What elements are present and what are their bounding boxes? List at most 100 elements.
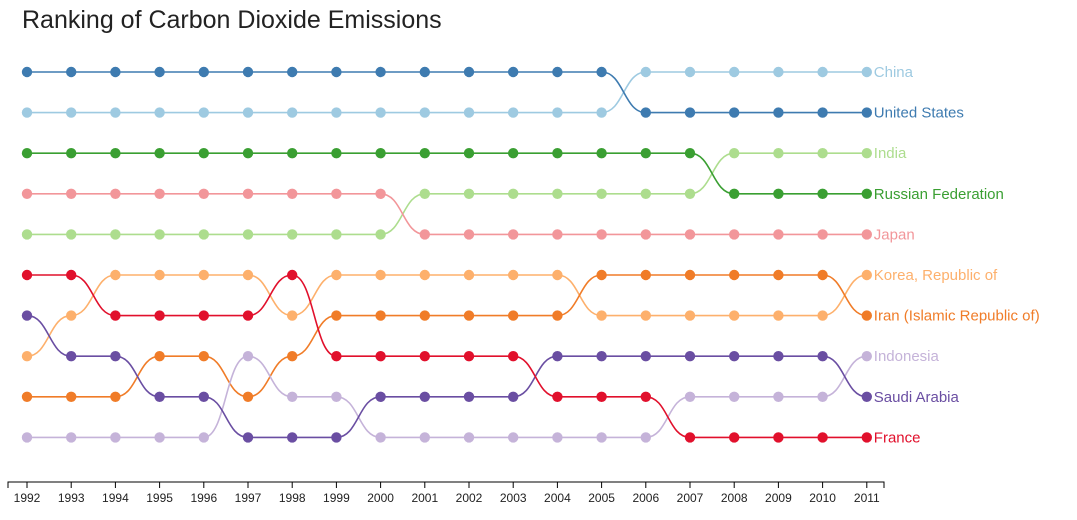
data-point-korea-republic-of-1996 (198, 269, 209, 281)
x-tick-label-2009: 2009 (765, 491, 792, 505)
data-point-saudi-arabia-1993 (66, 351, 77, 362)
data-point-korea-republic-of-2002 (463, 269, 475, 281)
data-point-saudi-arabia-1999 (331, 432, 342, 443)
series-label-korea-republic-of: Korea, Republic of (874, 267, 998, 284)
data-point-france-1998 (287, 269, 298, 281)
data-point-russian-federation-2003 (508, 148, 519, 159)
data-point-china-2005 (596, 107, 607, 118)
data-point-japan-2006 (640, 229, 651, 240)
data-point-indonesia-2005 (596, 432, 607, 443)
x-tick-label-1994: 1994 (102, 491, 129, 505)
data-point-china-2001 (419, 107, 430, 118)
data-point-france-2007 (684, 432, 696, 443)
x-tick-label-2007: 2007 (677, 491, 704, 505)
x-tick-label-1998: 1998 (279, 491, 306, 505)
data-point-france-2003 (508, 351, 519, 362)
data-point-korea-republic-of-1998 (287, 310, 298, 321)
data-point-france-2010 (817, 432, 828, 443)
series-label-russian-federation: Russian Federation (874, 186, 1004, 203)
data-point-indonesia-1994 (110, 432, 121, 443)
series-lines (26, 71, 867, 439)
data-point-saudi-arabia-1994 (110, 351, 121, 362)
series-label-india: India (874, 145, 907, 162)
data-point-iran-islamic-republic-of-1998 (287, 351, 298, 362)
data-point-united-states-2010 (817, 107, 828, 118)
x-tick-label-1992: 1992 (14, 491, 41, 505)
data-point-iran-islamic-republic-of-1995 (154, 351, 165, 362)
data-point-saudi-arabia-2003 (508, 391, 519, 402)
data-point-japan-2007 (684, 229, 696, 240)
data-point-saudi-arabia-2000 (375, 391, 386, 402)
data-point-indonesia-1995 (154, 432, 165, 443)
data-point-indonesia-1998 (287, 391, 298, 402)
data-point-japan-1997 (242, 188, 254, 199)
x-tick-label-1993: 1993 (58, 491, 85, 505)
data-point-japan-1993 (66, 188, 77, 199)
x-tick-label-1999: 1999 (323, 491, 350, 505)
data-point-saudi-arabia-2009 (773, 351, 784, 362)
data-point-korea-republic-of-2008 (729, 310, 740, 321)
data-point-iran-islamic-republic-of-2002 (463, 310, 475, 321)
data-point-china-2010 (817, 66, 828, 78)
data-point-india-2001 (419, 188, 430, 199)
data-point-united-states-2001 (419, 66, 430, 78)
data-point-saudi-arabia-1992 (21, 310, 33, 321)
x-tick-label-2006: 2006 (632, 491, 659, 505)
data-point-iran-islamic-republic-of-2004 (552, 310, 563, 321)
data-point-india-2003 (508, 188, 519, 199)
data-point-saudi-arabia-2004 (552, 351, 563, 362)
data-point-russian-federation-2006 (640, 148, 651, 159)
x-tick-label-2003: 2003 (500, 491, 527, 505)
x-tick-label-2011: 2011 (854, 491, 880, 505)
data-point-russian-federation-1994 (110, 148, 121, 159)
data-point-japan-1995 (154, 188, 165, 199)
data-point-france-2006 (640, 391, 651, 402)
data-point-japan-2005 (596, 229, 607, 240)
series-labels: China United States India Russian Federatio… (874, 64, 1040, 446)
data-point-united-states-2005 (596, 66, 607, 78)
data-point-france-1992 (21, 269, 33, 281)
series-label-china: China (874, 64, 914, 81)
chart-title: Ranking of Carbon Dioxide Emissions (22, 6, 442, 34)
data-point-india-1996 (198, 229, 209, 240)
data-point-russian-federation-1999 (331, 148, 342, 159)
data-point-france-1999 (331, 351, 342, 362)
data-point-france-1996 (198, 310, 209, 321)
data-point-united-states-1996 (198, 66, 209, 78)
data-point-france-2001 (419, 351, 430, 362)
data-point-saudi-arabia-2011 (861, 391, 872, 402)
series-label-saudi-arabia: Saudi Arabia (874, 389, 960, 406)
data-point-china-1996 (198, 107, 209, 118)
data-point-iran-islamic-republic-of-2011 (861, 310, 872, 321)
data-point-china-1992 (21, 107, 33, 118)
data-point-indonesia-2009 (773, 391, 784, 402)
data-point-united-states-2003 (508, 66, 519, 78)
data-point-russian-federation-1998 (287, 148, 298, 159)
data-point-japan-2003 (508, 229, 519, 240)
data-point-india-1994 (110, 229, 121, 240)
data-point-united-states-1998 (287, 66, 298, 78)
data-point-korea-republic-of-1995 (154, 269, 165, 281)
data-point-indonesia-2006 (640, 432, 651, 443)
data-point-russian-federation-2005 (596, 148, 607, 159)
data-point-china-1999 (331, 107, 342, 118)
data-point-indonesia-1992 (21, 432, 33, 443)
data-point-iran-islamic-republic-of-2008 (729, 269, 740, 281)
data-point-iran-islamic-republic-of-2005 (596, 269, 607, 281)
data-point-russian-federation-1995 (154, 148, 165, 159)
series-line-iran-islamic-republic-of (27, 274, 867, 398)
data-point-russian-federation-1996 (198, 148, 209, 159)
data-point-russian-federation-2001 (419, 148, 430, 159)
data-point-india-1992 (21, 229, 33, 240)
x-tick-label-2005: 2005 (588, 491, 615, 505)
x-tick-label-1996: 1996 (190, 491, 217, 505)
data-point-saudi-arabia-2010 (817, 351, 828, 362)
data-point-india-1997 (242, 229, 254, 240)
data-point-iran-islamic-republic-of-2003 (508, 310, 519, 321)
data-point-china-2007 (684, 66, 696, 78)
series-label-iran-islamic-republic-of: Iran (Islamic Republic of) (874, 308, 1040, 325)
series-label-indonesia: Indonesia (874, 348, 940, 365)
data-point-russian-federation-2011 (861, 188, 872, 199)
data-point-saudi-arabia-2001 (419, 391, 430, 402)
